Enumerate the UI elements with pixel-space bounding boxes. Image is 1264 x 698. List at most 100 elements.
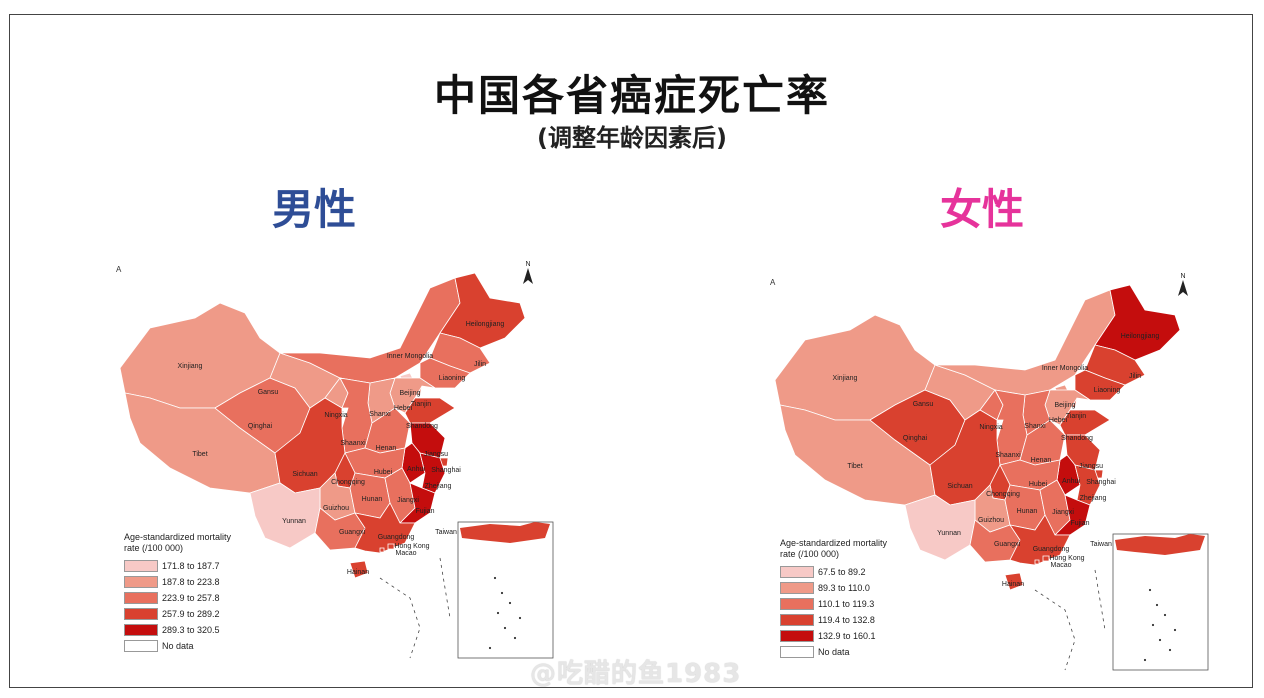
province-hong-kong [387,543,395,550]
legend-swatch-1 [780,566,814,578]
island-dot [1148,588,1152,592]
province-label: Shanxi [1024,423,1046,430]
legend-swatch-2 [780,582,814,594]
province-label: Anhui [1062,478,1080,485]
province-label: Tibet [192,451,207,458]
province-macao [379,547,385,553]
province-label: Liaoning [439,375,466,382]
legend-row: 67.5 to 89.2 [780,564,887,580]
island-dot [1158,638,1162,642]
north-arrow-icon: N [523,261,533,284]
province-taiwan [444,502,456,529]
province-label: Chongqing [986,491,1020,498]
province-label: Fujian [1070,520,1089,527]
province-guangdong [354,502,416,554]
province-label: Gansu [258,389,279,396]
province-label: Hubei [1029,481,1048,488]
island-dot [1173,628,1177,632]
province-fujian [399,482,436,524]
legend-title-line1: Age-standardized mortality [124,532,232,542]
legend-label: 67.5 to 89.2 [818,567,866,577]
boundary-dashes [1034,569,1106,671]
legend-label: No data [162,641,194,651]
province-label: Henan [1031,457,1052,464]
province-label: Zhejiang [425,483,452,490]
province-label: Taiwan [435,529,457,536]
legend-label: 171.8 to 187.7 [162,561,220,571]
page-title: 中国各省癌症死亡率 [433,71,830,120]
province-label: Hainan [1002,581,1024,588]
province-label: Hong Kong [394,543,429,550]
legend-label: 119.4 to 132.8 [818,615,875,625]
legend-row: 257.9 to 289.2 [124,606,231,622]
province-label: Qinghai [248,423,273,430]
legend-row: 110.1 to 119.3 [780,596,887,612]
boundary-dashes [379,557,451,659]
province-label: Liaoning [1094,387,1121,394]
legend-row: 289.3 to 320.5 [124,622,231,638]
province-label: Tibet [847,463,862,470]
province-label: Shaanxi [340,440,366,447]
province-fujian [1054,494,1091,536]
province-label: Hong Kong [1049,555,1084,562]
island-dot [1163,613,1167,617]
province-label: Guizhou [323,505,349,512]
province-label: Ningxia [979,424,1002,431]
province-hainan [1004,572,1024,591]
province-taiwan [1099,514,1111,541]
island-dot [1168,648,1172,652]
legend-row: 171.8 to 187.7 [124,558,231,574]
page-subtitle: (调整年龄因素后) [537,124,727,152]
province-label: Heilongjiang [466,321,505,328]
legend-swatch-5 [124,624,158,636]
province-heilongjiang [439,272,526,349]
province-label: Guangdong [1033,546,1070,553]
male-panel-letter: A [116,265,122,274]
province-label: Beijing [1054,402,1075,409]
province-label: Yunnan [937,530,961,537]
province-label: Anhui [407,466,425,473]
province-label: Xinjiang [833,375,858,382]
legend-swatch-1 [124,560,158,572]
province-label: Guizhou [978,517,1004,524]
legend-row: 119.4 to 132.8 [780,612,887,628]
province-label: Macao [395,550,416,557]
province-label: Inner Mongolia [387,353,433,360]
province-label: Hunan [1017,508,1038,515]
province-label: Shanghai [1086,479,1116,486]
island-dot [513,636,517,640]
province-label: Guangxi [994,541,1021,548]
province-label: Hubei [374,469,393,476]
south-china-sea-inset [457,521,554,659]
province-label: Jiangsu [424,451,448,458]
legend-swatch-2 [124,576,158,588]
female-panel-letter: A [770,278,776,287]
south-china-sea-inset [1112,533,1209,671]
province-hainan [349,560,369,579]
legend-label: 89.3 to 110.0 [818,583,870,593]
province-label: Taiwan [1090,541,1112,548]
male-legend: Age-standardized mortality rate (/100 00… [124,532,231,654]
island-dot [1151,623,1155,627]
province-label: Henan [376,445,397,452]
province-label: Xinjiang [178,363,203,370]
province-label: Hebei [394,405,413,412]
province-label: Hebei [1049,417,1068,424]
province-heilongjiang [1094,284,1181,361]
province-hong-kong [1042,555,1050,562]
legend-row: 132.9 to 160.1 [780,628,887,644]
province-label: Tianjin [1066,413,1086,420]
province-label: Inner Mongolia [1042,365,1088,372]
legend-title-line2: rate (/100 000) [124,543,184,553]
province-label: Ningxia [324,412,347,419]
island-dot [1143,658,1147,662]
province-label: Macao [1050,562,1071,569]
province-label: Beijing [399,390,420,397]
svg-text:N: N [525,261,530,268]
province-label: Gansu [913,401,934,408]
legend-swatch-5 [780,630,814,642]
province-label: Tianjin [411,401,431,408]
province-label: Sichuan [292,471,317,478]
legend-label: 187.8 to 223.8 [162,577,220,587]
island-dot [500,591,504,595]
